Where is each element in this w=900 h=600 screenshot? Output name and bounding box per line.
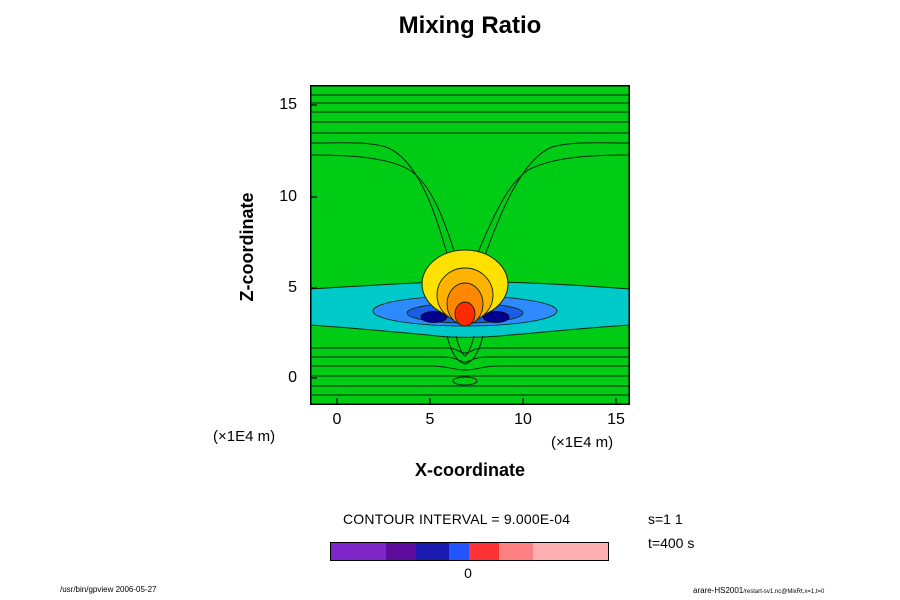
- colorbar-zero-label: 0: [464, 565, 472, 581]
- bottom-contour-lines: [310, 335, 630, 396]
- chart-title: Mixing Ratio: [398, 12, 542, 39]
- x-tick-10: 10: [514, 411, 532, 428]
- colorbar-segment: [499, 543, 533, 560]
- y-tick-15: 15: [279, 96, 297, 113]
- x-tick-0: 0: [332, 411, 342, 428]
- warm-core-red: [454, 301, 476, 327]
- colorbar-segment: [331, 543, 386, 560]
- contour-interval-label: CONTOUR INTERVAL = 9.000E-04: [343, 511, 571, 527]
- navy-minimum-left: [420, 311, 448, 323]
- x-axis-unit: (×1E4 m): [551, 434, 614, 451]
- plume-funnel-lines: [310, 142, 630, 262]
- y-axis-label: Z-coordinate: [237, 192, 257, 302]
- colorbar-segment: [533, 543, 608, 560]
- top-contour-lines: [310, 94, 630, 134]
- footer-command: /usr/bin/gpview 2006-05-27: [60, 585, 157, 594]
- colorbar: [330, 542, 609, 561]
- colorbar-segment: [386, 543, 416, 560]
- x-tick-15: 15: [607, 411, 625, 428]
- x-tick-5: 5: [425, 411, 435, 428]
- footer-dataset-main: arare-HS2001: [693, 586, 744, 595]
- colorbar-segment: [469, 543, 499, 560]
- y-tick-10: 10: [279, 188, 297, 205]
- navy-minimum-right: [482, 311, 510, 323]
- time-label: t=400 s: [648, 535, 695, 551]
- footer-dataset: arare-HS2001/restart-sv1.nc@MixRt,x=1,t=…: [693, 586, 824, 595]
- y-tick-5: 5: [288, 279, 297, 296]
- x-axis-label: X-coordinate: [414, 460, 525, 480]
- y-axis-unit: (×1E4 m): [213, 428, 276, 445]
- colorbar-segment: [416, 543, 449, 560]
- y-tick-0: 0: [288, 369, 297, 386]
- colorbar-segment: [449, 543, 469, 560]
- contour-plot: [310, 85, 630, 405]
- footer-dataset-sub: /restart-sv1.nc@MixRt,x=1,t=0: [743, 589, 825, 595]
- plot-frame: [310, 85, 630, 405]
- series-label: s=1 1: [648, 511, 683, 527]
